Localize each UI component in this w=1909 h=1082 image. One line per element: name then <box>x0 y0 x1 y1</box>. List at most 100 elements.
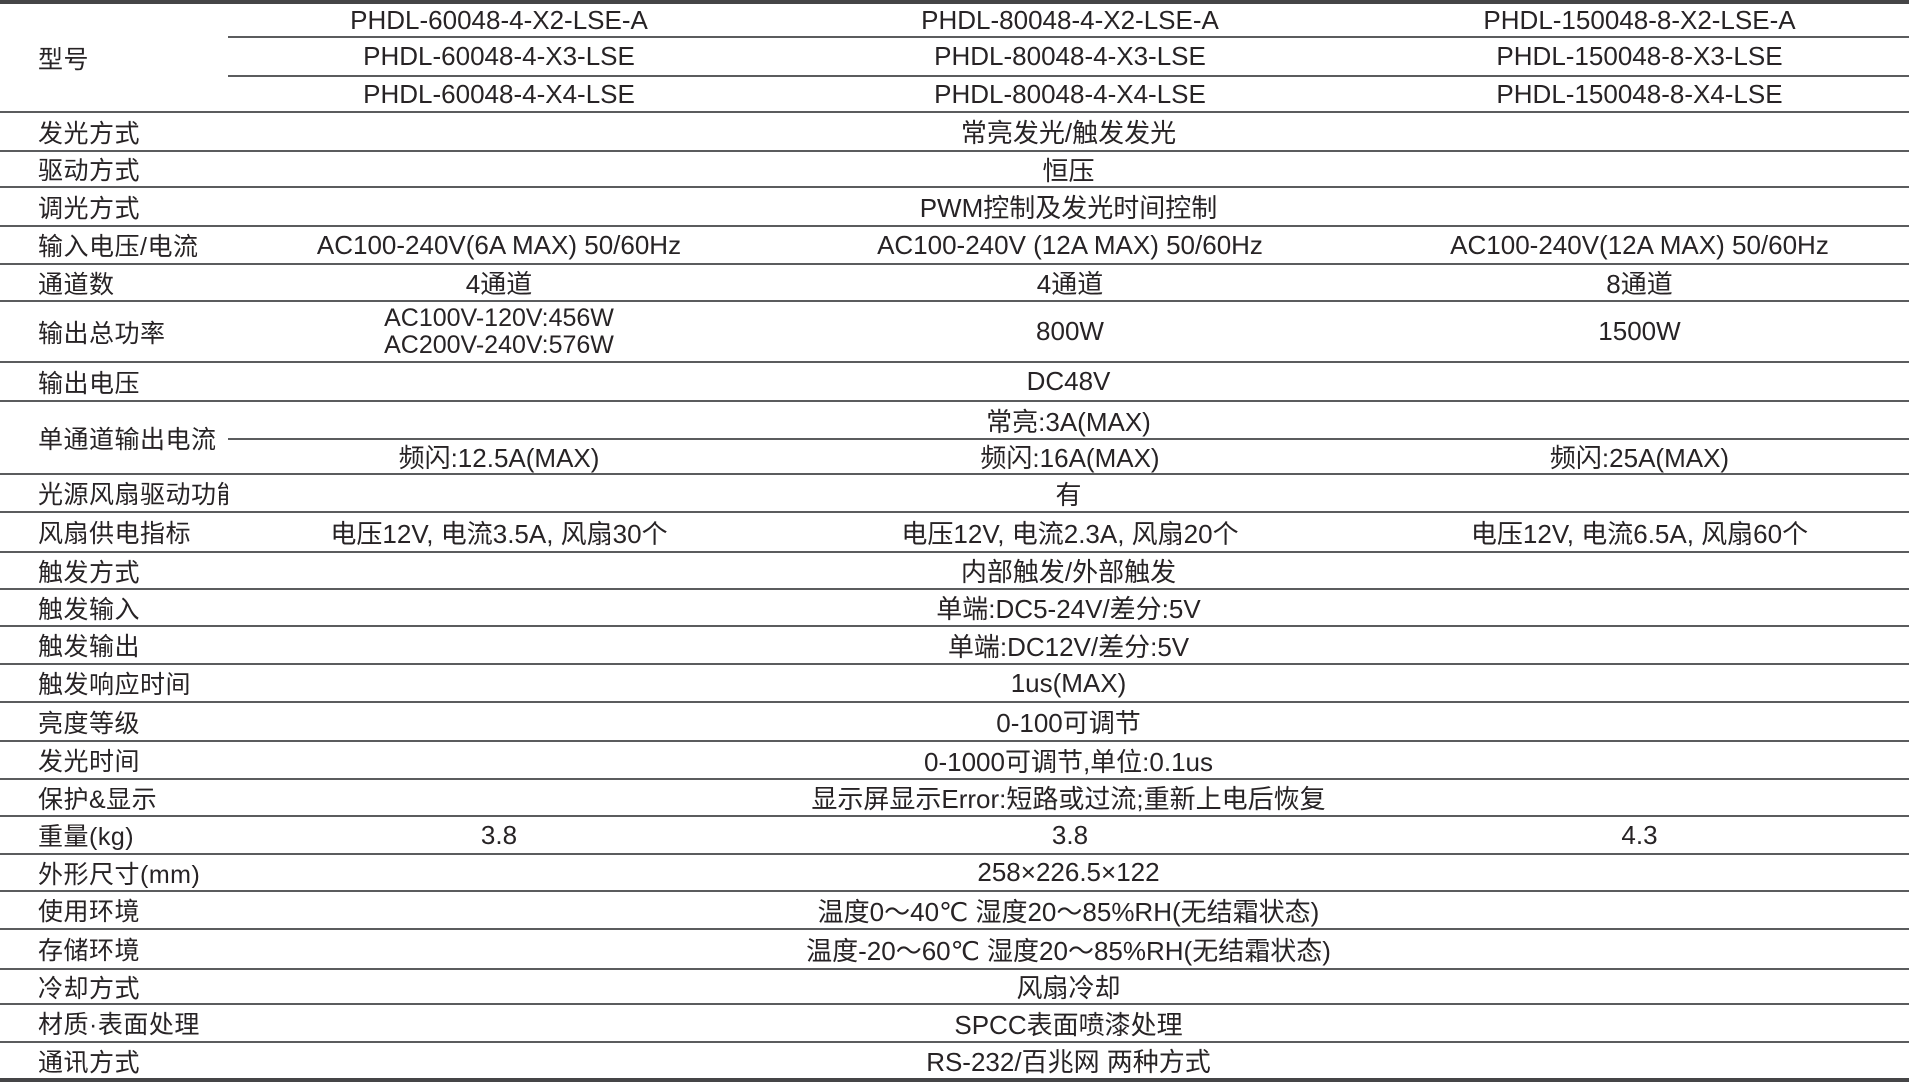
row-value: RS-232/百兆网 两种方式 <box>926 1047 1211 1077</box>
row-value: 1500W <box>1598 316 1681 346</box>
row-value: 4通道 <box>1036 269 1104 299</box>
model-subrow: PHDL-60048-4-X2-LSE-A PHDL-80048-4-X2-LS… <box>228 4 1909 38</box>
row-value: 电压12V, 电流3.5A, 风扇30个 <box>330 518 668 549</box>
model-cell: PHDL-60048-4-X2-LSE-A <box>350 4 648 35</box>
row-label: 使用环境 <box>38 898 141 926</box>
row-value: 温度0～40℃ 湿度20～85%RH(无结霜状态) <box>817 896 1320 927</box>
row-label: 冷却方式 <box>38 974 141 1003</box>
row-value: 显示屏显示Error:短路或过流;重新上电后恢复 <box>811 784 1326 814</box>
model-subrow: PHDL-60048-4-X3-LSE PHDL-80048-4-X3-LSE … <box>228 38 1909 77</box>
row-value: 4通道 <box>465 269 533 299</box>
spec-row-dimming-mode: 调光方式 PWM控制及发光时间控制 <box>0 188 1909 227</box>
row-value: DC48V <box>1026 366 1111 396</box>
model-subrow: PHDL-60048-4-X4-LSE PHDL-80048-4-X4-LSE … <box>228 77 1909 111</box>
spec-row-luminous-mode: 发光方式 常亮发光/触发发光 <box>0 113 1909 152</box>
current-subrow-constant: 常亮:3A(MAX) <box>228 402 1909 440</box>
row-value: 风扇冷却 <box>1016 973 1121 1003</box>
row-value: 有 <box>1055 479 1082 510</box>
model-cell: PHDL-80048-4-X3-LSE <box>934 41 1206 71</box>
spec-row-trigger-output: 触发输出 单端:DC12V/差分:5V <box>0 627 1909 665</box>
row-value: 内部触发/外部触发 <box>960 557 1177 587</box>
row-label: 发光时间 <box>38 748 141 776</box>
row-value: PWM控制及发光时间控制 <box>919 193 1218 223</box>
model-subrows: PHDL-60048-4-X2-LSE-A PHDL-80048-4-X2-LS… <box>228 4 1909 111</box>
row-label: 单通道输出电流 <box>38 425 217 454</box>
row-label: 输入电压/电流 <box>38 233 199 261</box>
spec-row-total-output-power: 输出总功率 AC100V-120V:456W AC200V-240V:576W … <box>0 302 1909 363</box>
row-value: 0-100可调节 <box>996 708 1141 738</box>
model-cell: PHDL-60048-4-X3-LSE <box>363 41 635 71</box>
spec-row-trigger-input: 触发输入 单端:DC5-24V/差分:5V <box>0 590 1909 627</box>
model-cell: PHDL-150048-8-X2-LSE-A <box>1483 4 1796 35</box>
spec-row-luminous-time: 发光时间 0-1000可调节,单位:0.1us <box>0 742 1909 780</box>
spec-row-trigger-mode: 触发方式 内部触发/外部触发 <box>0 553 1909 590</box>
spec-row-material-finish: 材质·表面处理 SPCC表面喷漆处理 <box>0 1005 1909 1043</box>
current-subrows: 常亮:3A(MAX) 频闪:12.5A(MAX) 频闪:16A(MAX) 频闪:… <box>228 402 1909 473</box>
spec-row-protection-display: 保护&显示 显示屏显示Error:短路或过流;重新上电后恢复 <box>0 780 1909 817</box>
row-label: 触发输入 <box>38 595 141 624</box>
row-value: 单端:DC12V/差分:5V <box>947 631 1190 662</box>
row-label: 材质·表面处理 <box>38 1011 200 1039</box>
spec-row-fan-power-spec: 风扇供电指标 电压12V, 电流3.5A, 风扇30个 电压12V, 电流2.3… <box>0 513 1909 553</box>
model-cell: PHDL-150048-8-X3-LSE <box>1496 41 1783 71</box>
spec-row-operating-environment: 使用环境 温度0～40℃ 湿度20～85%RH(无结霜状态) <box>0 892 1909 930</box>
row-label: 触发响应时间 <box>38 671 192 699</box>
row-value: 3.8 <box>480 819 518 850</box>
spec-row-weight: 重量(kg) 3.8 3.8 4.3 <box>0 817 1909 855</box>
spec-row-fan-drive-function: 光源风扇驱动功能 有 <box>0 475 1909 513</box>
row-value: 频闪:25A(MAX) <box>1549 443 1730 473</box>
row-label: 外形尺寸(mm) <box>38 860 201 889</box>
row-label: 发光方式 <box>38 119 141 148</box>
row-value: 常亮:3A(MAX) <box>986 406 1151 437</box>
row-value: 8通道 <box>1606 269 1673 299</box>
row-value: 电压12V, 电流2.3A, 风扇20个 <box>901 518 1239 549</box>
spec-row-trigger-response-time: 触发响应时间 1us(MAX) <box>0 665 1909 703</box>
row-label: 触发方式 <box>38 558 141 587</box>
row-value: 4.3 <box>1621 819 1658 850</box>
row-value: 频闪:12.5A(MAX) <box>398 443 600 473</box>
row-label: 驱动方式 <box>38 157 141 185</box>
row-label: 风扇供电指标 <box>38 520 192 548</box>
row-value: 频闪:16A(MAX) <box>980 443 1160 473</box>
spec-row-storage-environment: 存储环境 温度-20～60℃ 湿度20～85%RH(无结霜状态) <box>0 930 1909 970</box>
row-value: 0-1000可调节,单位:0.1us <box>923 746 1213 777</box>
row-label: 调光方式 <box>38 194 141 223</box>
row-value: AC100V-120V:456W AC200V-240V:576W <box>228 302 770 361</box>
spec-row-input-voltage: 输入电压/电流 AC100-240V(6A MAX) 50/60Hz AC100… <box>0 227 1909 265</box>
power-line-1: AC100V-120V:456W <box>384 303 614 332</box>
row-label: 重量(kg) <box>38 823 135 851</box>
model-cell: PHDL-80048-4-X2-LSE-A <box>921 4 1219 35</box>
row-label: 输出电压 <box>38 369 141 398</box>
row-value: 258×226.5×122 <box>977 857 1160 887</box>
model-cell: PHDL-80048-4-X4-LSE <box>934 78 1206 109</box>
spec-row-cooling-method: 冷却方式 风扇冷却 <box>0 970 1909 1005</box>
spec-row-model: 型号 PHDL-60048-4-X2-LSE-A PHDL-80048-4-X2… <box>0 4 1909 113</box>
current-subrow-strobe: 频闪:12.5A(MAX) 频闪:16A(MAX) 频闪:25A(MAX) <box>228 440 1909 473</box>
model-cell: PHDL-150048-8-X4-LSE <box>1496 78 1783 109</box>
row-label: 触发输出 <box>38 633 141 661</box>
row-value: 单端:DC5-24V/差分:5V <box>936 594 1201 624</box>
row-value: AC100-240V(12A MAX) 50/60Hz <box>1450 229 1829 260</box>
spec-row-output-voltage: 输出电压 DC48V <box>0 363 1909 402</box>
row-label-model: 型号 <box>38 45 90 74</box>
row-value: 800W <box>1036 316 1104 346</box>
spec-row-communication-method: 通讯方式 RS-232/百兆网 两种方式 <box>0 1043 1909 1082</box>
row-value: 电压12V, 电流6.5A, 风扇60个 <box>1470 518 1809 549</box>
row-label: 通讯方式 <box>38 1048 141 1077</box>
row-value: 温度-20～60℃ 湿度20～85%RH(无结霜状态) <box>806 935 1331 966</box>
row-label: 保护&显示 <box>38 785 158 814</box>
row-value: SPCC表面喷漆处理 <box>954 1009 1183 1040</box>
spec-row-channel-count: 通道数 4通道 4通道 8通道 <box>0 265 1909 302</box>
spec-row-channel-output-current: 单通道输出电流 常亮:3A(MAX) 频闪:12.5A(MAX) 频闪:16A(… <box>0 402 1909 475</box>
power-line-2: AC200V-240V:576W <box>384 330 614 359</box>
row-label: 通道数 <box>38 270 115 299</box>
row-value: 1us(MAX) <box>1010 667 1127 698</box>
row-label: 存储环境 <box>38 937 141 965</box>
spec-row-brightness-level: 亮度等级 0-100可调节 <box>0 703 1909 742</box>
row-value: 3.8 <box>1051 819 1089 850</box>
model-cell: PHDL-60048-4-X4-LSE <box>363 78 635 109</box>
row-value: AC100-240V(6A MAX) 50/60Hz <box>316 229 682 260</box>
row-label: 输出总功率 <box>38 319 166 348</box>
row-label: 亮度等级 <box>38 709 141 738</box>
